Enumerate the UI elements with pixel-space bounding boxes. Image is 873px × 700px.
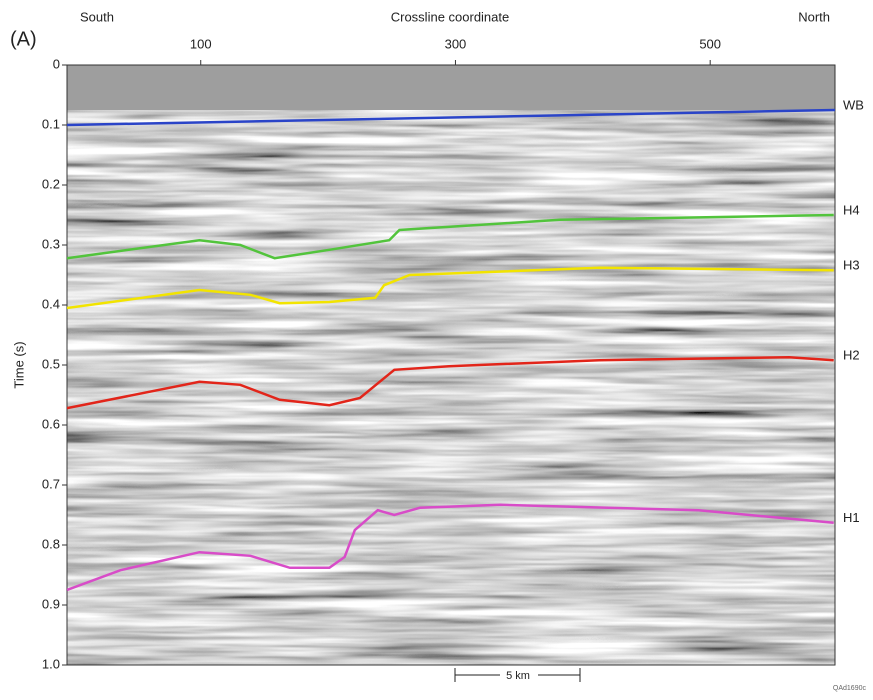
- legend-label: H1: [843, 510, 860, 525]
- left-label: South: [80, 9, 114, 24]
- y-tick-label: 0.3: [42, 236, 60, 251]
- legend-label: H2: [843, 348, 860, 363]
- scale-label: 5 km: [506, 670, 530, 682]
- y-tick-label: 0.1: [42, 116, 60, 131]
- y-tick-label: 0.7: [42, 476, 60, 491]
- right-label: North: [798, 9, 830, 24]
- y-axis-label: Time (s): [11, 341, 26, 388]
- seismic-section: [67, 110, 835, 665]
- y-tick-label: 0.8: [42, 536, 60, 551]
- x-tick-label: 100: [190, 36, 212, 51]
- y-tick-label: 0.6: [42, 416, 60, 431]
- figure-code: QAd1690c: [833, 685, 867, 692]
- x-tick-label: 500: [699, 36, 721, 51]
- chart: (A) South Crossline coordinate North Tim…: [0, 0, 873, 695]
- y-tick-label: 0: [53, 56, 60, 71]
- y-tick-label: 0.4: [42, 296, 60, 311]
- y-tick-label: 0.9: [42, 596, 60, 611]
- y-tick-label: 0.5: [42, 356, 60, 371]
- y-tick-label: 0.2: [42, 176, 60, 191]
- y-tick-label: 1.0: [42, 656, 60, 671]
- panel-label: (A): [10, 28, 37, 50]
- legend-label: H3: [843, 258, 860, 273]
- x-tick-label: 300: [445, 36, 467, 51]
- legend-label: H4: [843, 202, 860, 217]
- legend-label: WB: [843, 97, 864, 112]
- chart-title: Crossline coordinate: [391, 9, 510, 24]
